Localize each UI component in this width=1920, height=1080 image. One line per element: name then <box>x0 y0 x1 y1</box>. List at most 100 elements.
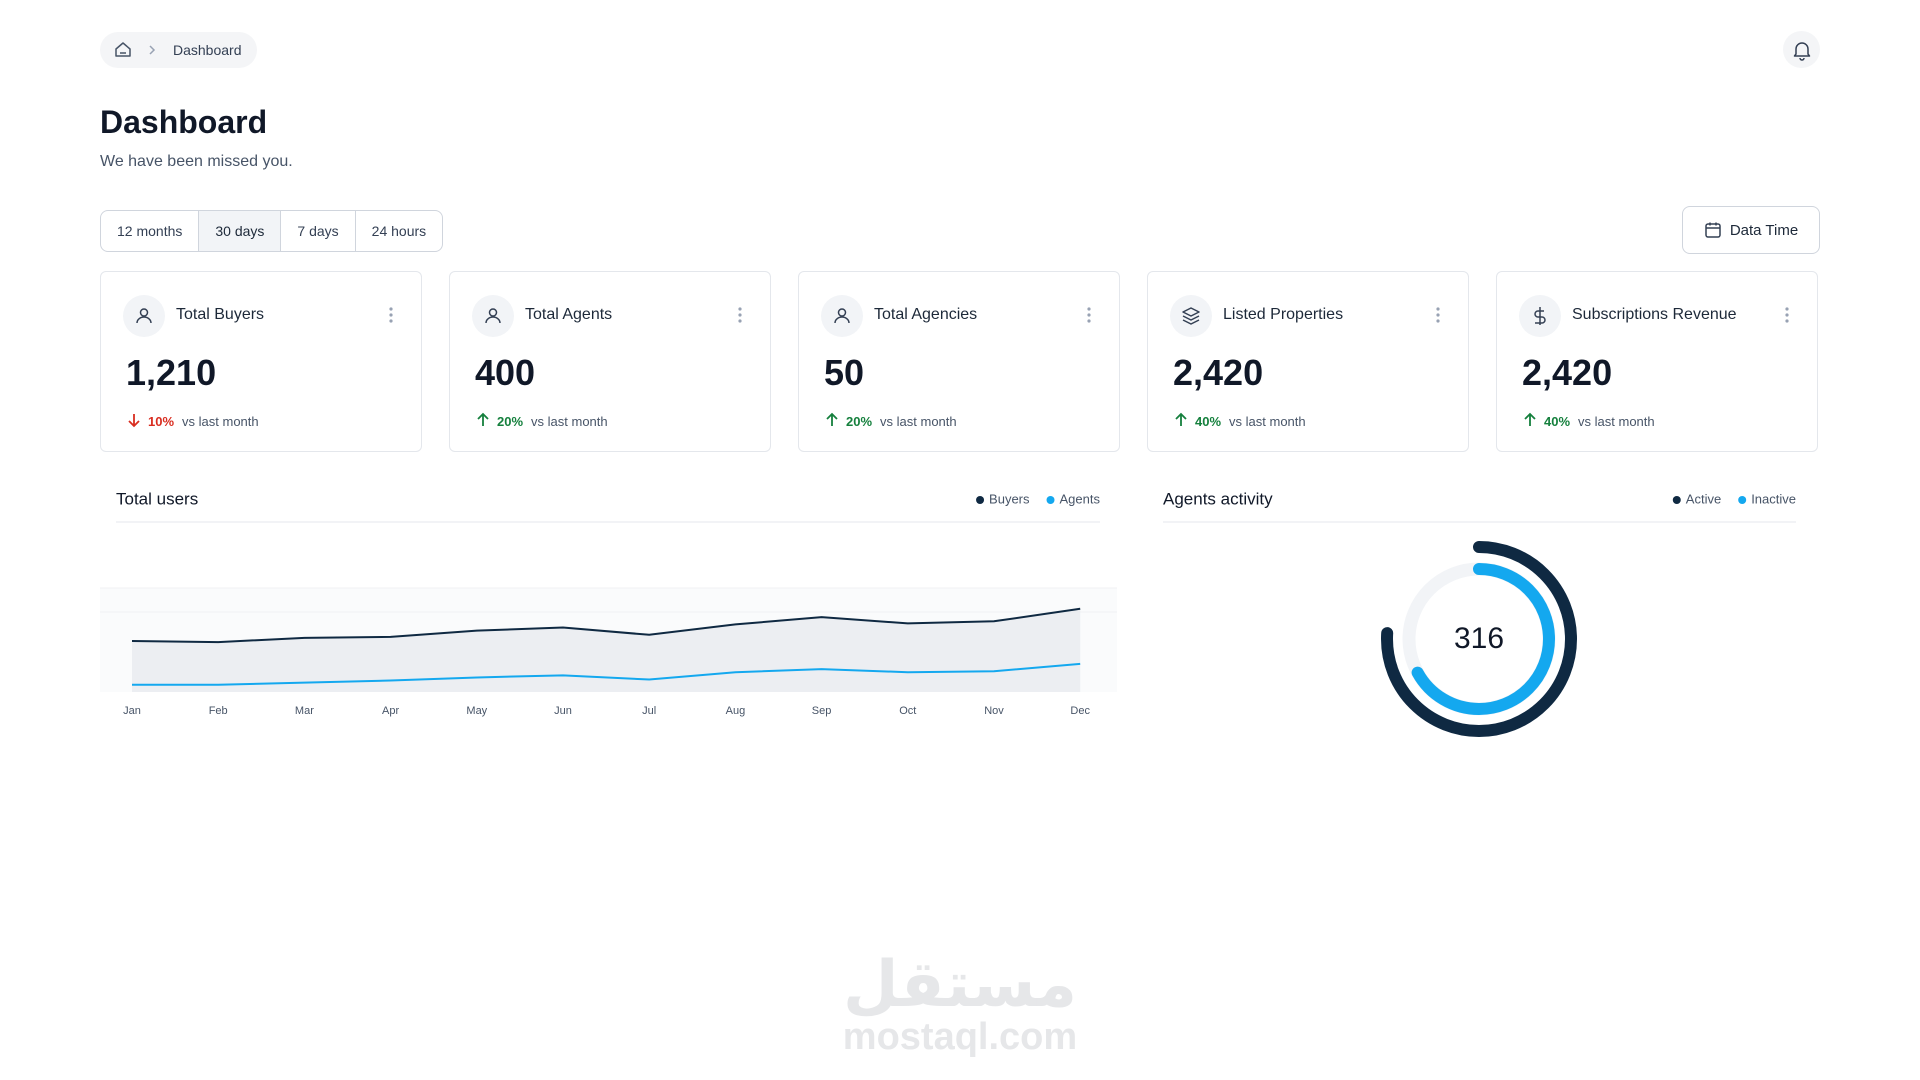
series-line <box>132 662 1081 686</box>
card-menu[interactable] <box>737 306 743 329</box>
area <box>132 608 1081 692</box>
card-title: Total Agencies <box>874 306 978 323</box>
trend-arrow <box>824 412 840 431</box>
bell-icon <box>1793 41 1810 61</box>
arrow-icon <box>826 412 838 426</box>
home-icon[interactable] <box>113 40 133 60</box>
card-icon <box>123 295 165 337</box>
card-menu[interactable] <box>1435 306 1441 329</box>
arrow-icon <box>477 412 489 426</box>
change-percent: 20% <box>497 414 524 429</box>
date-button[interactable]: Data Time <box>1682 206 1820 254</box>
card-icon <box>472 295 514 337</box>
x-tick-label: Jul <box>642 705 656 717</box>
icon <box>1182 307 1200 325</box>
change-note: vs last month <box>182 414 259 429</box>
center-label: 316 <box>1454 622 1504 655</box>
filter-option[interactable]: 30 days <box>199 211 282 251</box>
watermark-text: mostaql.com <box>842 1016 1078 1058</box>
kebab-icon <box>738 307 742 323</box>
stat-card: Subscriptions Revenue 2,420 40% vs last mon… <box>1496 271 1818 452</box>
card-title: Listed Properties <box>1223 306 1344 323</box>
card-icon <box>821 295 863 337</box>
arrow-icon <box>1524 412 1536 426</box>
watermark-logo: مستقل <box>842 948 1078 1022</box>
card-change: 20% vs last month <box>475 412 608 431</box>
card-menu[interactable] <box>1086 306 1092 329</box>
change-note: vs last month <box>880 414 957 429</box>
card-change: 20% vs last month <box>824 412 957 431</box>
icon <box>136 308 152 324</box>
x-tick-label: Mar <box>295 705 314 717</box>
card-menu[interactable] <box>1784 306 1790 329</box>
card-title: Total Buyers <box>176 306 265 323</box>
card-change: 40% vs last month <box>1522 412 1655 431</box>
change-note: vs last month <box>531 414 608 429</box>
card-menu[interactable] <box>388 306 394 329</box>
notifications[interactable] <box>1783 31 1820 68</box>
legend-dot <box>1672 496 1681 504</box>
breadcrumb-current[interactable]: Dashboard <box>173 42 242 58</box>
ring-arc <box>1381 541 1577 737</box>
card-value: 1,210 <box>126 352 217 393</box>
legend-label: Buyers <box>989 491 1030 506</box>
date-button-label: Data Time <box>1729 221 1799 239</box>
x-tick-label: Jan <box>123 705 141 717</box>
trend-arrow <box>1173 412 1189 431</box>
stat-card: Total Agents 400 20% vs last month <box>449 271 771 452</box>
card-value: 50 <box>824 352 865 393</box>
chart-title: Agents activity <box>1163 489 1273 508</box>
kebab-icon <box>1087 307 1091 323</box>
card-value: 2,420 <box>1522 352 1613 393</box>
card-change: 10% vs last month <box>126 412 259 431</box>
legend-label: Inactive <box>1751 491 1796 506</box>
breadcrumb: Dashboard <box>100 32 257 68</box>
ring-arc <box>1403 563 1555 715</box>
trend-arrow <box>1522 412 1538 431</box>
icon <box>485 308 501 324</box>
stat-card: Total Agencies 50 20% vs last month <box>798 271 1120 452</box>
x-tick-label: Oct <box>899 705 916 717</box>
kebab-icon <box>389 307 393 323</box>
filter-option[interactable]: 7 days <box>281 211 356 251</box>
x-tick-label: Aug <box>726 705 746 717</box>
kebab-icon <box>1785 307 1789 323</box>
change-note: vs last month <box>1578 414 1655 429</box>
change-note: vs last month <box>1229 414 1306 429</box>
trend-arrow <box>475 412 491 431</box>
trend-arrow <box>126 412 142 431</box>
card-icon <box>1519 295 1561 337</box>
period-filter: 12 months 30 days 7 days 24 hours <box>100 210 444 252</box>
icon <box>834 308 850 324</box>
chart-title: Total users <box>116 489 198 508</box>
card-title: Subscriptions Revenue <box>1572 306 1737 323</box>
calendar-icon <box>1705 222 1721 238</box>
x-tick-label: Nov <box>984 705 1004 717</box>
arrow-icon <box>128 414 140 428</box>
charts: Total users Agents Buyers Jan Feb Mar Apr May Ju… <box>100 489 1796 737</box>
arrow-icon <box>1175 412 1187 426</box>
card-title: Total Agents <box>525 306 613 323</box>
legend-label: Active <box>1686 491 1721 506</box>
stat-card: Total Buyers 1,210 10% vs last month <box>100 271 422 452</box>
legend-dot <box>1046 496 1055 504</box>
chevron <box>149 45 156 55</box>
kebab-icon <box>1436 307 1440 323</box>
x-tick-label: Sep <box>812 705 832 717</box>
card-value: 400 <box>475 352 536 393</box>
legend-label: Agents <box>1060 491 1101 506</box>
x-tick-label: Jun <box>554 705 572 717</box>
stat-card: Listed Properties 2,420 40% vs last month <box>1147 271 1469 452</box>
page-title: Dashboard <box>100 104 268 140</box>
card-value: 2,420 <box>1173 352 1264 393</box>
card-change: 40% vs last month <box>1173 412 1306 431</box>
filter-option[interactable]: 24 hours <box>371 223 427 239</box>
filter-option[interactable]: 12 months <box>101 211 200 251</box>
page-subtitle: We have been missed you. <box>100 153 293 170</box>
change-percent: 10% <box>148 414 175 429</box>
x-tick-label: Dec <box>1070 705 1090 717</box>
change-percent: 40% <box>1544 414 1571 429</box>
change-percent: 20% <box>846 414 873 429</box>
